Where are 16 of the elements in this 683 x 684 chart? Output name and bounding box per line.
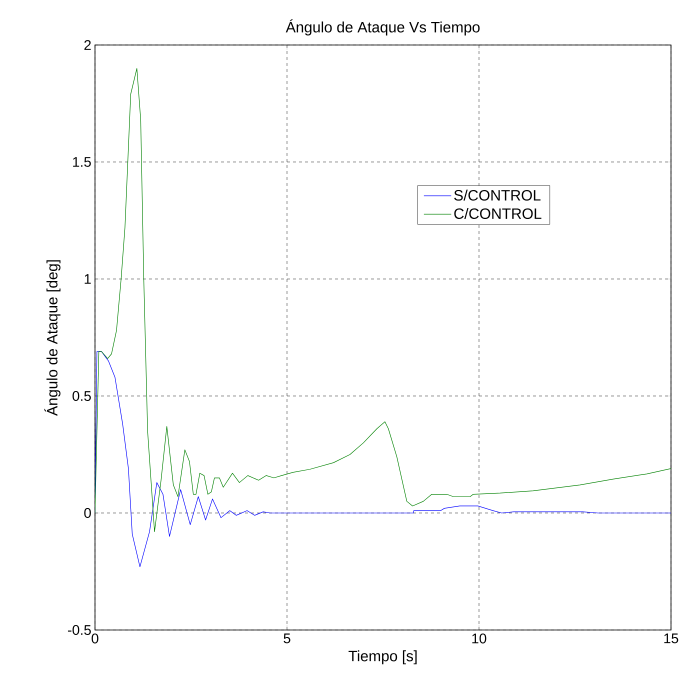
legend-label: S/CONTROL	[454, 190, 541, 201]
x-axis-title: Tiempo [s]	[348, 650, 417, 664]
x-tick-label: 10	[472, 634, 486, 644]
y-tick-label: 2	[84, 40, 91, 50]
y-tick-label: 1.5	[73, 157, 91, 167]
legend-label: C/CONTROL	[454, 208, 542, 219]
y-axis-title: Ángulo de Ataque [deg]	[44, 260, 60, 416]
y-tick-label: 0	[84, 508, 91, 518]
y-tick-label: 1	[84, 274, 91, 284]
y-tick-label: -0.5	[68, 625, 91, 635]
line-series	[95, 68, 672, 532]
x-tick-label: 0	[92, 634, 98, 644]
x-tick-label: 15	[664, 634, 678, 644]
chart-title: Ángulo de Ataque Vs Tiempo	[286, 19, 480, 36]
y-tick-label: 0.5	[72, 391, 91, 401]
x-tick-label: 5	[284, 634, 290, 644]
